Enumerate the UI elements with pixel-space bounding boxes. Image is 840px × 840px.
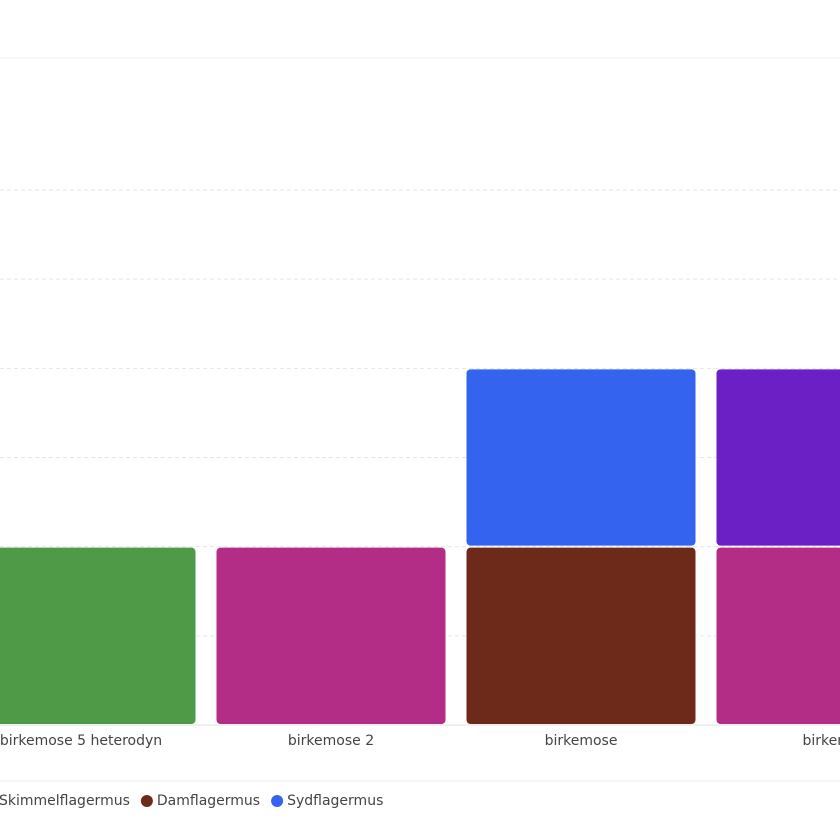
legend-label: Skimmelflagermus [0, 793, 130, 809]
legend-label: Damflagermus [157, 793, 260, 809]
bar-segment [466, 547, 696, 724]
bar-segment [466, 369, 696, 546]
bar-segment [716, 369, 840, 546]
legend-label: Sydflagermus [287, 793, 383, 809]
x-tick-label: birkemose 5 heterodyn [0, 733, 162, 749]
legend-marker [140, 795, 153, 807]
x-tick-label: birkemose 2 [288, 733, 374, 749]
x-tick-label: birkemose [545, 733, 618, 749]
bar-segment [0, 547, 196, 724]
x-tick-label: birkemo [803, 733, 840, 749]
legend-marker [271, 795, 284, 807]
bar-segment [716, 547, 840, 724]
bar-segment [216, 547, 446, 724]
